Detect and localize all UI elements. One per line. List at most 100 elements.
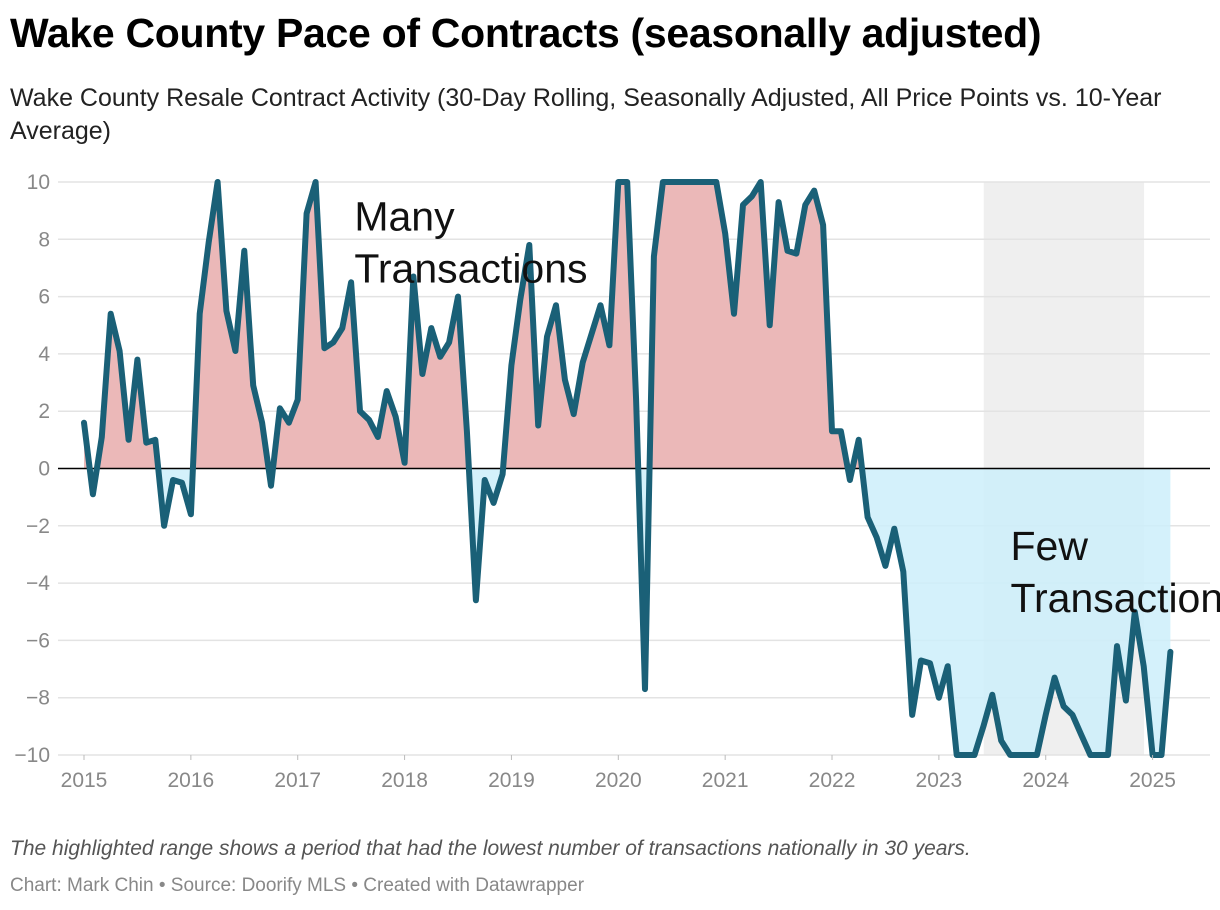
data-point — [1096, 752, 1102, 758]
annotation-text: Many — [354, 193, 455, 239]
data-point — [446, 339, 452, 345]
data-point — [482, 477, 488, 483]
data-point — [829, 428, 835, 434]
data-point — [918, 657, 924, 663]
data-point — [152, 437, 158, 443]
data-point — [277, 405, 283, 411]
data-point — [170, 477, 176, 483]
data-point — [268, 483, 274, 489]
data-point — [1016, 752, 1022, 758]
series-line — [81, 179, 1174, 758]
data-point — [571, 411, 577, 417]
x-tick-label: 2021 — [702, 769, 749, 792]
data-point — [642, 686, 648, 692]
y-tick-label: −6 — [26, 629, 50, 652]
data-point — [304, 211, 310, 217]
x-axis-ticks: 2015 2016 2017 2018 2019 2020 2021 2022 2023 2024… — [61, 755, 1176, 792]
data-point — [562, 377, 568, 383]
x-tick-label: 2024 — [1022, 769, 1069, 792]
y-tick-label: −8 — [26, 687, 50, 710]
data-point — [909, 712, 915, 718]
data-point — [882, 563, 888, 569]
data-point — [491, 500, 497, 506]
data-point — [437, 354, 443, 360]
data-point — [419, 371, 425, 377]
data-point — [1043, 712, 1049, 718]
data-point — [1087, 752, 1093, 758]
x-tick-label: 2018 — [381, 769, 428, 792]
data-point — [366, 417, 372, 423]
data-point — [126, 437, 132, 443]
data-point — [891, 526, 897, 532]
data-point — [945, 663, 951, 669]
y-tick-label: 6 — [38, 286, 50, 309]
data-point — [90, 491, 96, 497]
data-point — [731, 311, 737, 317]
data-point — [1141, 663, 1147, 669]
data-point — [660, 179, 666, 185]
data-point — [535, 423, 541, 429]
data-point — [108, 311, 114, 317]
data-point — [143, 440, 149, 446]
data-point — [615, 179, 621, 185]
data-point — [838, 428, 844, 434]
y-tick-label: −2 — [26, 515, 50, 538]
data-point — [606, 342, 612, 348]
annotation-text: Few — [1010, 523, 1088, 569]
data-point — [767, 322, 773, 328]
data-point — [375, 434, 381, 440]
data-point — [241, 248, 247, 254]
x-tick-label: 2019 — [488, 769, 535, 792]
data-point — [179, 480, 185, 486]
data-point — [455, 294, 461, 300]
y-tick-label: 10 — [27, 171, 50, 194]
data-point — [900, 569, 906, 575]
data-point — [330, 339, 336, 345]
data-point — [927, 660, 933, 666]
data-point — [1105, 752, 1111, 758]
data-point — [1052, 675, 1058, 681]
data-point — [250, 382, 256, 388]
data-point — [117, 348, 123, 354]
data-point — [874, 534, 880, 540]
data-point — [784, 248, 790, 254]
data-point — [651, 253, 657, 259]
data-point — [597, 302, 603, 308]
data-point — [865, 514, 871, 520]
data-point — [286, 420, 292, 426]
data-point — [508, 362, 514, 368]
data-point — [232, 348, 238, 354]
chart-note: The highlighted range shows a period tha… — [10, 837, 971, 860]
data-point — [847, 477, 853, 483]
data-point — [695, 179, 701, 185]
data-point — [517, 296, 523, 302]
data-point — [580, 359, 586, 365]
data-point — [820, 222, 826, 228]
x-tick-label: 2022 — [809, 769, 856, 792]
data-point — [402, 460, 408, 466]
data-point — [321, 345, 327, 351]
data-point — [357, 408, 363, 414]
data-point — [393, 414, 399, 420]
data-point — [1025, 752, 1031, 758]
data-point — [856, 437, 862, 443]
x-tick-label: 2016 — [168, 769, 215, 792]
y-tick-label: 4 — [38, 343, 50, 366]
data-point — [223, 308, 229, 314]
data-point — [384, 388, 390, 394]
data-point — [989, 692, 995, 698]
data-point — [687, 179, 693, 185]
data-point — [464, 428, 470, 434]
data-point — [215, 179, 221, 185]
data-point — [197, 311, 203, 317]
data-point — [802, 202, 808, 208]
data-point — [740, 202, 746, 208]
data-point — [99, 434, 105, 440]
data-point — [1078, 732, 1084, 738]
data-point — [348, 279, 354, 285]
data-point — [428, 325, 434, 331]
data-point — [134, 357, 140, 363]
data-point — [998, 738, 1004, 744]
data-point — [473, 597, 479, 603]
data-point — [624, 179, 630, 185]
